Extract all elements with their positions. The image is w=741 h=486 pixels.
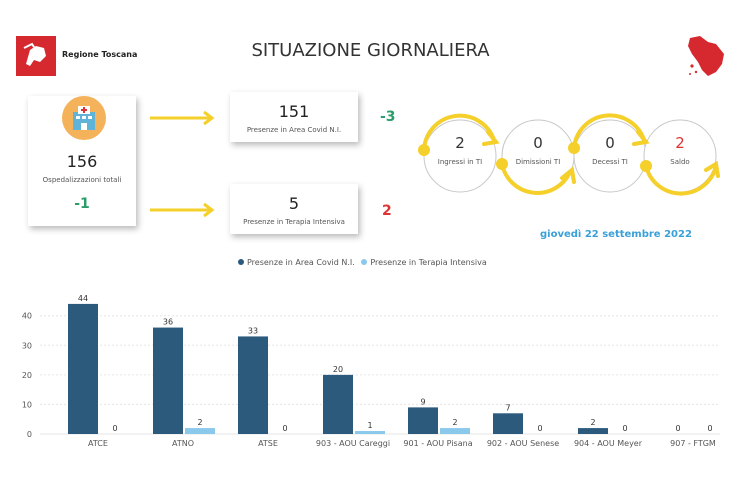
data-label: 2 xyxy=(197,418,202,427)
total-value: 156 xyxy=(66,152,98,171)
total-delta: -1 xyxy=(74,196,90,212)
x-tick-label: ATNO xyxy=(172,439,194,448)
x-tick-label: ATCE xyxy=(88,439,108,448)
data-label: 2 xyxy=(590,418,595,427)
bar xyxy=(185,428,215,434)
legend-item-icu: Presenze in Terapia Intensiva xyxy=(361,258,487,267)
bar xyxy=(355,431,385,434)
flow-dimissioni-label: Dimissioni TI xyxy=(515,158,561,166)
data-label: 7 xyxy=(505,403,510,412)
regione-toscana-logo xyxy=(16,36,56,76)
x-tick-label: ATSE xyxy=(258,439,278,448)
covid-area-delta: -3 xyxy=(380,109,396,125)
report-date: giovedì 22 settembre 2022 xyxy=(540,229,692,240)
legend-label-icu: Presenze in Terapia Intensiva xyxy=(370,258,487,267)
icu-flow-diagram xyxy=(418,113,720,196)
data-label: 20 xyxy=(333,365,343,374)
data-label: 0 xyxy=(282,424,287,433)
total-hospitalizations-card: 156 Ospedalizzazioni totali -1 xyxy=(28,96,136,226)
covid-area-label: Presenze in Area Covid N.I. xyxy=(246,126,342,134)
data-label: 0 xyxy=(622,424,627,433)
y-tick-label: 10 xyxy=(22,400,32,409)
hospital-icon xyxy=(62,96,106,144)
data-label: 0 xyxy=(675,424,680,433)
y-tick-label: 20 xyxy=(22,371,32,380)
x-tick-label: 902 - AOU Senese xyxy=(487,439,559,448)
tuscany-map-icon xyxy=(686,34,728,84)
data-label: 1 xyxy=(367,421,372,430)
data-label: 33 xyxy=(248,326,258,335)
icu-delta: 2 xyxy=(382,203,392,219)
data-label: 0 xyxy=(707,424,712,433)
bar xyxy=(493,413,523,434)
logo-text: Regione Toscana xyxy=(62,50,138,59)
bar xyxy=(323,374,353,434)
page-title: SITUAZIONE GIORNALIERA xyxy=(251,40,490,61)
icu-label: Presenze in Terapia Intensiva xyxy=(243,218,345,226)
flow-decessi-value: 0 xyxy=(605,134,615,152)
y-tick-label: 30 xyxy=(22,341,32,350)
y-tick-label: 40 xyxy=(22,312,32,321)
legend-item-covid: Presenze in Area Covid N.I. xyxy=(238,258,355,267)
y-tick-label: 0 xyxy=(27,430,32,439)
covid-area-card: 151 Presenze in Area Covid N.I. xyxy=(230,92,358,142)
legend-label-covid: Presenze in Area Covid N.I. xyxy=(247,258,355,267)
data-label: 9 xyxy=(420,397,425,406)
x-tick-label: 901 - AOU Pisana xyxy=(403,439,472,448)
data-label: 0 xyxy=(537,424,542,433)
flow-dimissioni-value: 0 xyxy=(533,134,543,152)
total-label: Ospedalizzazioni totali xyxy=(42,176,122,184)
flow-decessi-label: Decessi TI xyxy=(592,158,628,166)
data-label: 36 xyxy=(163,318,173,327)
icu-value: 5 xyxy=(288,194,300,213)
data-label: 2 xyxy=(452,418,457,427)
data-label: 44 xyxy=(78,294,88,303)
flow-ingressi-value: 2 xyxy=(455,134,465,152)
bar xyxy=(238,336,268,434)
flow-saldo-label: Saldo xyxy=(670,158,690,166)
bar xyxy=(408,407,438,434)
icu-card: 5 Presenze in Terapia Intensiva xyxy=(230,184,358,234)
flow-ingressi-label: Ingressi in TI xyxy=(437,158,483,166)
data-label: 0 xyxy=(112,424,117,433)
bar xyxy=(68,303,98,434)
x-tick-label: 903 - AOU Careggi xyxy=(316,439,390,448)
chart-legend: Presenze in Area Covid N.I. Presenze in … xyxy=(238,258,487,267)
bar xyxy=(153,327,183,434)
covid-area-value: 151 xyxy=(278,102,310,121)
x-tick-label: 904 - AOU Meyer xyxy=(574,439,643,448)
x-tick-label: 907 - FTGM xyxy=(670,439,716,448)
bar xyxy=(440,428,470,434)
connector-arrows xyxy=(150,110,215,218)
bar xyxy=(578,428,608,434)
flow-saldo-value: 2 xyxy=(675,134,685,152)
